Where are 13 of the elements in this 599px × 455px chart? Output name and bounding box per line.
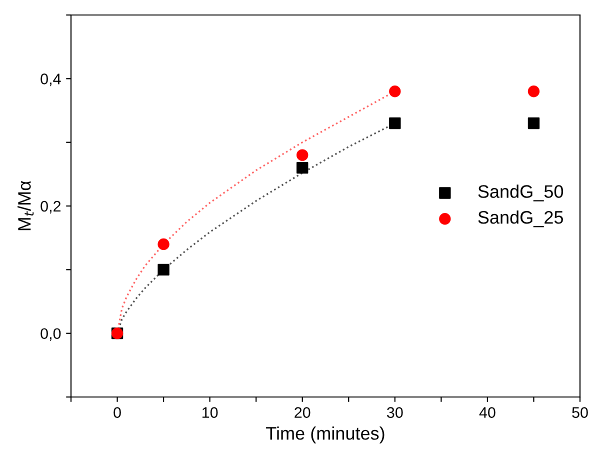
- x-tick-label: 50: [572, 407, 588, 418]
- x-tick-label: 20: [294, 407, 310, 418]
- legend-label: SandG_50: [478, 184, 564, 202]
- x-tick-label: 30: [386, 407, 403, 418]
- x-axis-title: Time (minutes): [266, 426, 384, 444]
- y-tick-label: 0,2: [40, 200, 61, 214]
- x-tick-label: 10: [202, 407, 218, 418]
- x-tick-label: 40: [479, 407, 496, 418]
- x-tick-label: 0: [114, 407, 121, 418]
- y-tick-label: 0,0: [40, 328, 61, 341]
- y-tick-label: 0,4: [40, 74, 61, 86]
- legend-label: SandG_25: [478, 210, 563, 228]
- y-axis-title: M$_{t}$/Mα: [18, 181, 34, 230]
